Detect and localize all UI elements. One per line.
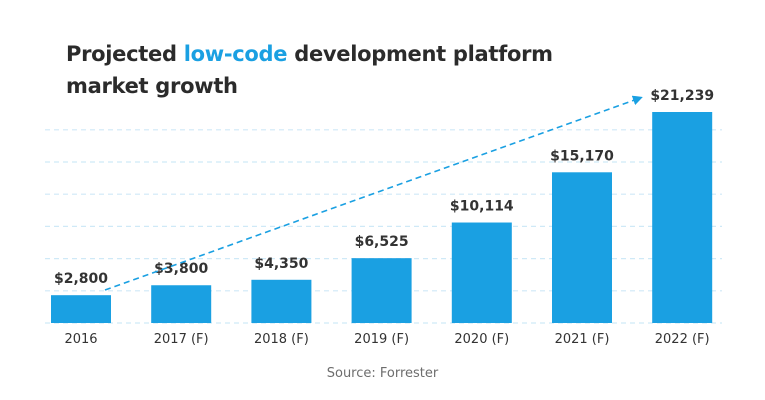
data-label: $4,350 — [254, 256, 308, 272]
data-label: $6,525 — [355, 234, 409, 250]
x-tick-label: 2019 (F) — [354, 332, 409, 347]
data-label: $15,170 — [550, 148, 614, 164]
bar-2021-f- — [552, 172, 612, 323]
bar-2017-f- — [151, 285, 212, 323]
bar-2020-f- — [451, 222, 512, 323]
x-tick-label: 2020 (F) — [454, 332, 509, 347]
title-text-line2: market growth — [66, 74, 238, 98]
data-label: $3,800 — [154, 261, 208, 277]
chart-title: Projected low-code development platform … — [66, 38, 553, 102]
bar-2022-f- — [652, 112, 713, 323]
x-tick-label: 2017 (F) — [154, 332, 209, 347]
x-tick-label: 2021 (F) — [555, 332, 610, 347]
x-tick-label: 2022 (F) — [655, 332, 710, 347]
data-label: $2,800 — [54, 271, 108, 287]
source-note: Source: Forrester — [326, 366, 439, 381]
title-text: Projected — [66, 42, 184, 66]
x-tick-label: 2018 (F) — [254, 332, 309, 347]
bar-2019-f- — [351, 258, 412, 323]
x-tick-label: 2016 — [64, 332, 97, 347]
bar-2016 — [51, 295, 111, 323]
trend-arrow — [104, 95, 643, 291]
title-highlight: low-code — [183, 42, 288, 66]
title-text: development platform — [287, 42, 553, 66]
data-label: $10,114 — [450, 199, 514, 215]
data-label: $21,239 — [650, 88, 714, 104]
bar-2018-f- — [251, 279, 312, 323]
